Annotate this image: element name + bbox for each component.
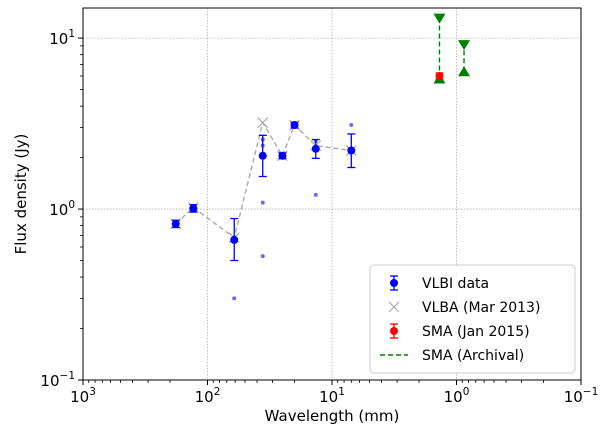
vlbi-marker [171, 219, 180, 228]
x-axis-label: Wavelength (mm) [265, 407, 400, 425]
y-tick-label: 101 [49, 28, 75, 48]
legend-label: VLBI data [422, 276, 489, 292]
sma-archival-lower-marker [458, 66, 471, 77]
x-tick-label: 101 [319, 386, 345, 406]
series-vlba-mar-2013 [170, 117, 357, 244]
x-tick-label: 102 [195, 386, 221, 406]
legend-item: VLBI data [390, 275, 489, 292]
x-tick-label: 100 [444, 386, 470, 406]
sma-archival-upper-marker [458, 40, 471, 51]
legend: VLBI data VLBA (Mar 2013) SMA (Jan 2015) SM… [369, 264, 576, 374]
series-layer [170, 13, 471, 301]
vlbi-marker [311, 144, 320, 153]
series-vlbi-data-individual [232, 123, 354, 301]
y-axis-label: Flux density (Jy) [12, 134, 30, 255]
vlbi-marker [189, 204, 198, 213]
x-tick-label: 10−1 [564, 386, 599, 406]
vlbi-individual-dot [260, 254, 265, 259]
legend-item: VLBA (Mar 2013) [388, 300, 540, 316]
legend-label: SMA (Archival) [422, 348, 524, 364]
series-vlbi-data [171, 121, 356, 262]
series-sma-jan-2015 [435, 72, 444, 81]
legend-marker [388, 301, 400, 313]
vlba-marker [257, 117, 269, 129]
legend-item: SMA (Jan 2015) [390, 323, 530, 340]
vlbi-individual-dot [349, 123, 354, 128]
legend-marker [390, 327, 398, 335]
legend-marker [390, 279, 398, 287]
legend-label: VLBA (Mar 2013) [422, 300, 540, 316]
legend-box [369, 264, 576, 374]
sma-2015-marker [435, 72, 444, 81]
vlbi-marker [258, 151, 267, 160]
vlbi-individual-dot [313, 192, 318, 197]
y-tick-label: 10−1 [40, 370, 75, 390]
vlbi-individual-dot [260, 200, 265, 205]
sma-archival-upper-marker [433, 13, 446, 24]
vlbi-marker [347, 146, 356, 155]
vlbi-individual-dot [232, 296, 237, 301]
vlbi-marker [278, 151, 287, 160]
vlbi-marker [290, 121, 299, 130]
axes: 103 102 101 100 10−1 10−1 100 101 [40, 28, 598, 406]
x-tick-label: 103 [70, 386, 96, 406]
legend-label: SMA (Jan 2015) [422, 324, 530, 340]
legend-item: SMA (Archival) [380, 348, 524, 364]
vlbi-marker [230, 235, 239, 244]
y-tick-label: 100 [49, 199, 75, 219]
